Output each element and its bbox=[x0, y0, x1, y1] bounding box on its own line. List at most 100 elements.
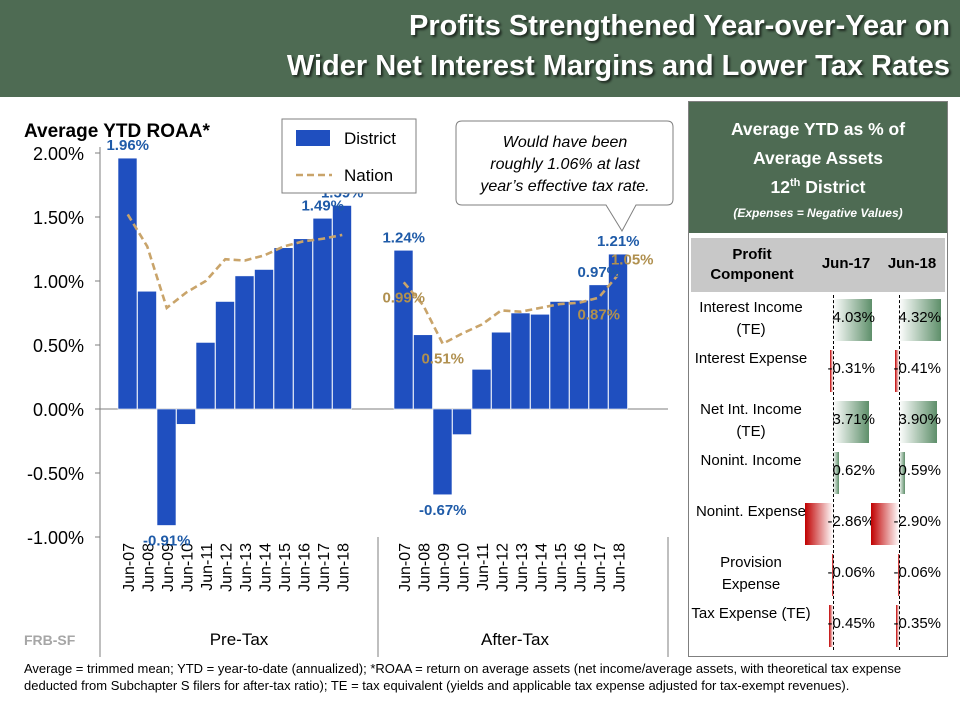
x-tick-label: Jun-17 bbox=[316, 543, 333, 592]
y-tick-label: 0.50% bbox=[33, 336, 84, 356]
profit-component-table: Average YTD as % of Average Assets 12th … bbox=[688, 101, 948, 657]
district-bar bbox=[195, 342, 216, 410]
x-tick-label: Jun-10 bbox=[179, 543, 196, 592]
table-cell-jun17: 4.03% bbox=[813, 295, 879, 344]
x-tick-label: Jun-09 bbox=[160, 543, 177, 592]
table-row-label: Net Int. Income (TE) bbox=[700, 401, 802, 440]
positive-value-bar bbox=[833, 452, 840, 494]
annotation-text: Would have been bbox=[503, 134, 628, 151]
district-data-label: 1.21% bbox=[597, 233, 640, 250]
table-cell-value: -0.31% bbox=[827, 360, 875, 377]
district-bar bbox=[608, 253, 628, 410]
district-data-label: 0.97% bbox=[577, 264, 620, 281]
annotation-text: year’s effective tax rate. bbox=[479, 178, 649, 195]
table-cell-value: -2.90% bbox=[893, 513, 941, 530]
negative-value-bar bbox=[829, 350, 833, 392]
district-bar bbox=[549, 301, 570, 410]
x-tick-label: Jun-07 bbox=[397, 543, 414, 592]
nation-data-label: 0.99% bbox=[382, 289, 425, 306]
positive-value-bar bbox=[833, 401, 870, 443]
negative-value-bar bbox=[895, 605, 899, 647]
table-row-label: Nonint. Income bbox=[700, 452, 802, 469]
table-cell-jun18: 4.32% bbox=[879, 295, 945, 344]
district-bar bbox=[254, 269, 274, 410]
cell-zero-line bbox=[899, 397, 900, 446]
cell-zero-line bbox=[833, 346, 834, 395]
cell-zero-line bbox=[899, 346, 900, 395]
table-cell-value: 0.62% bbox=[832, 462, 875, 479]
district-bar bbox=[215, 301, 235, 410]
table-row-label: Tax Expense (TE) bbox=[691, 605, 811, 622]
cell-zero-line bbox=[833, 550, 834, 599]
negative-value-bar bbox=[870, 503, 899, 545]
x-tick-label: Jun-18 bbox=[611, 543, 628, 592]
table-cell-value: -2.86% bbox=[827, 513, 875, 530]
table-header-line-2: Average Assets bbox=[752, 148, 884, 168]
table-cell-jun17: -0.45% bbox=[813, 601, 879, 650]
table-row-label: Interest Income (TE) bbox=[699, 299, 803, 338]
y-tick-label: 1.00% bbox=[33, 272, 84, 292]
x-tick-label: Jun-14 bbox=[533, 543, 550, 592]
table-row-label: Provision Expense bbox=[720, 554, 782, 593]
district-bar bbox=[491, 331, 511, 410]
table-cell-jun17: -0.31% bbox=[813, 346, 879, 395]
x-tick-label: Jun-08 bbox=[140, 543, 157, 592]
x-tick-label: Jun-18 bbox=[335, 543, 352, 592]
title-line-1: Profits Strengthened Year-over-Year on bbox=[409, 10, 950, 42]
x-tick-label: Jun-15 bbox=[277, 543, 294, 592]
x-tick-label: Jun-13 bbox=[238, 543, 255, 592]
x-tick-label: Jun-07 bbox=[121, 543, 138, 592]
district-bar bbox=[569, 299, 589, 410]
nation-data-label: 0.87% bbox=[577, 307, 620, 324]
table-cell-value: -0.41% bbox=[893, 360, 941, 377]
district-bar bbox=[588, 284, 609, 410]
y-tick-label: 0.00% bbox=[33, 400, 84, 420]
table-cell-jun18: 3.90% bbox=[879, 397, 945, 446]
roaa-chart: Average YTD ROAA*2.00% 1.50% 1.00% 0.50% 0.0… bbox=[24, 118, 674, 657]
group-label: Pre-Tax bbox=[210, 630, 269, 649]
x-tick-label: Jun-09 bbox=[436, 543, 453, 592]
negative-value-bar bbox=[894, 350, 899, 392]
district-data-label: 1.24% bbox=[382, 229, 425, 246]
x-tick-label: Jun-11 bbox=[199, 543, 216, 591]
positive-value-bar bbox=[899, 452, 905, 494]
column-header-jun17-label: Jun-17 bbox=[821, 255, 871, 272]
cell-zero-line bbox=[899, 499, 900, 548]
table-cell-value: -0.06% bbox=[893, 564, 941, 581]
table-cell-value: 3.71% bbox=[832, 411, 875, 428]
table-cell-jun17: -0.06% bbox=[813, 550, 879, 599]
district-bar bbox=[530, 313, 550, 410]
district-word: District bbox=[800, 177, 866, 197]
cell-zero-line bbox=[833, 601, 834, 650]
district-bar bbox=[234, 275, 255, 410]
x-tick-label: Jun-08 bbox=[416, 543, 433, 592]
district-bar bbox=[471, 369, 492, 410]
column-header-jun18-label: Jun-18 bbox=[887, 255, 937, 272]
table-cell-value: 4.32% bbox=[898, 309, 941, 326]
cell-zero-line bbox=[833, 499, 834, 548]
table-cell-jun18: 0.59% bbox=[879, 448, 945, 497]
table-row-label: Nonint. Expense bbox=[695, 503, 807, 520]
table-cell-jun18: -0.35% bbox=[879, 601, 945, 650]
y-tick-label: -1.00% bbox=[27, 528, 84, 548]
y-tick-label: 2.00% bbox=[33, 144, 84, 164]
table-cell-value: 0.59% bbox=[898, 462, 941, 479]
table-header-note: (Expenses = Negative Values) bbox=[733, 206, 903, 220]
annotation-text: roughly 1.06% at last bbox=[490, 156, 640, 173]
district-bar bbox=[176, 408, 196, 425]
table-header: Average YTD as % of Average Assets 12th … bbox=[689, 102, 947, 233]
table-cell-value: -0.06% bbox=[827, 564, 875, 581]
district-ordinal: th bbox=[789, 177, 801, 190]
group-label: After-Tax bbox=[481, 630, 550, 649]
district-bar bbox=[332, 205, 352, 410]
negative-value-bar bbox=[828, 605, 833, 647]
district-bar bbox=[452, 408, 472, 435]
district-data-label: -0.91% bbox=[143, 532, 191, 549]
nation-data-label: 1.05% bbox=[611, 252, 654, 269]
table-cell-value: -0.45% bbox=[827, 615, 875, 632]
footnote: Average = trimmed mean; YTD = year-to-da… bbox=[24, 661, 902, 693]
x-tick-label: Jun-14 bbox=[257, 543, 274, 592]
district-bar bbox=[137, 290, 157, 410]
negative-value-bar bbox=[805, 503, 833, 545]
district-data-label: 1.49% bbox=[301, 197, 344, 214]
